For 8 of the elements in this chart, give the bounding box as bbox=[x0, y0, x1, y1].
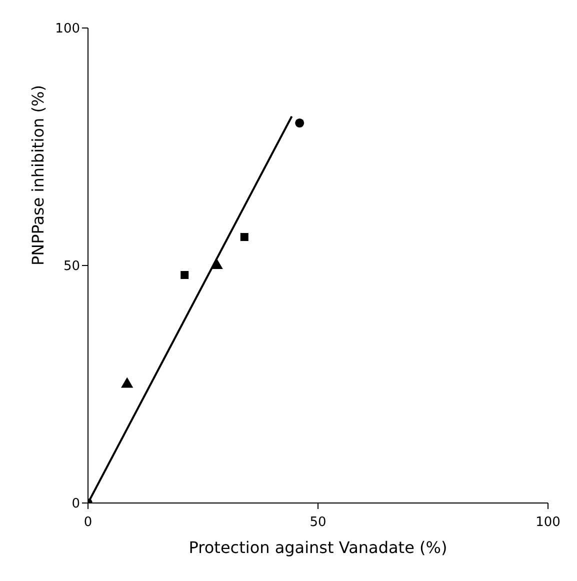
x-axis-title: Protection against Vanadate (%) bbox=[188, 538, 448, 557]
y-tick-label: 0 bbox=[72, 496, 80, 512]
x-tick-label: 0 bbox=[84, 515, 92, 530]
x-tick-label: 50 bbox=[310, 515, 326, 530]
y-tick-label: 100 bbox=[55, 22, 80, 37]
x-tick-label: 100 bbox=[536, 515, 560, 530]
y-axis-title: PNPPase inhibition (%) bbox=[28, 85, 48, 266]
y-tick-label: 50 bbox=[63, 259, 80, 274]
